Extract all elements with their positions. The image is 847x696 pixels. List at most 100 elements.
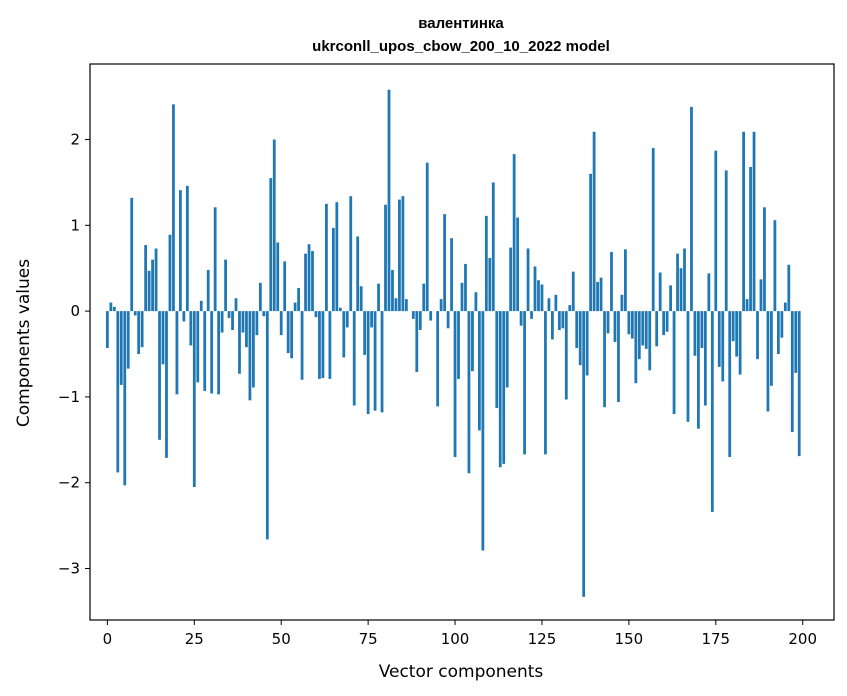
bar-177 — [721, 311, 725, 382]
bar-42 — [252, 311, 255, 388]
bar-129 — [554, 294, 558, 312]
bar-46 — [265, 311, 269, 540]
bar-51 — [283, 261, 287, 312]
bar-96 — [439, 299, 443, 312]
bar-143 — [603, 311, 606, 408]
bar-154 — [641, 311, 645, 346]
bar-16 — [161, 311, 165, 365]
bar-100 — [453, 311, 457, 457]
bar-174 — [710, 311, 714, 512]
bar-197 — [790, 311, 794, 433]
bar-86 — [404, 299, 408, 312]
y-tick-label: −2 — [58, 474, 80, 492]
bar-150 — [627, 311, 631, 335]
bar-53 — [290, 311, 294, 359]
bar-142 — [599, 277, 603, 312]
bar-0 — [105, 311, 109, 349]
bar-88 — [411, 311, 415, 319]
bar-66 — [335, 202, 339, 312]
bar-61 — [318, 311, 321, 379]
bar-158 — [655, 311, 659, 347]
bar-24 — [189, 311, 193, 346]
bar-60 — [314, 311, 318, 318]
bar-64 — [328, 311, 332, 379]
bar-70 — [349, 196, 353, 312]
x-axis-label: Vector components — [379, 662, 544, 682]
bar-137 — [582, 311, 586, 597]
bar-176 — [717, 311, 721, 367]
bar-57 — [304, 253, 307, 312]
bar-112 — [495, 311, 499, 409]
bar-48 — [272, 139, 276, 312]
x-tick-label: 50 — [272, 630, 291, 648]
bar-12 — [147, 270, 151, 312]
bar-168 — [690, 106, 693, 312]
bar-133 — [568, 305, 572, 312]
bar-40 — [245, 311, 248, 348]
bar-2 — [112, 306, 116, 312]
bar-26 — [196, 311, 200, 383]
bar-105 — [471, 311, 474, 372]
bar-139 — [589, 173, 593, 312]
bar-119 — [519, 311, 523, 326]
bar-120 — [523, 311, 526, 455]
bar-81 — [387, 89, 391, 312]
bar-102 — [460, 282, 464, 312]
bar-183 — [742, 131, 745, 312]
bar-78 — [377, 283, 380, 312]
bar-89 — [415, 311, 419, 373]
y-tick-label: −3 — [58, 560, 80, 578]
y-axis: −3 −2 −1 0 1 2 — [58, 131, 90, 578]
bar-136 — [578, 311, 582, 366]
bar-43 — [255, 311, 259, 336]
bar-33 — [220, 311, 224, 333]
bar-45 — [262, 311, 266, 317]
bar-132 — [564, 311, 568, 400]
bar-30 — [210, 311, 214, 394]
bar-107 — [477, 311, 481, 431]
bar-68 — [342, 311, 346, 358]
bar-18 — [168, 234, 172, 312]
bar-92 — [425, 162, 429, 312]
bar-27 — [199, 300, 203, 312]
bar-127 — [547, 298, 551, 312]
x-tick-label: 75 — [359, 630, 378, 648]
bar-41 — [248, 311, 252, 401]
x-tick-label: 0 — [103, 630, 113, 648]
bar-77 — [373, 311, 377, 411]
bar-185 — [749, 166, 752, 312]
x-tick-label: 100 — [441, 630, 470, 648]
bar-163 — [672, 311, 676, 415]
bar-85 — [401, 196, 405, 312]
bar-93 — [429, 311, 433, 321]
y-tick-label: 1 — [70, 216, 80, 234]
bar-109 — [484, 215, 488, 312]
bar-199 — [797, 311, 801, 457]
bar-91 — [422, 283, 426, 312]
bar-121 — [526, 248, 530, 312]
bar-138 — [585, 311, 589, 376]
bar-113 — [498, 311, 502, 468]
bar-162 — [669, 285, 672, 312]
bar-14 — [154, 248, 158, 312]
bar-8 — [133, 311, 137, 316]
bar-101 — [457, 311, 460, 379]
bars-group — [105, 89, 801, 597]
bar-35 — [227, 311, 231, 318]
bar-198 — [794, 311, 798, 373]
bar-169 — [693, 311, 697, 356]
bar-6 — [126, 311, 130, 369]
bar-56 — [300, 311, 304, 380]
bar-71 — [352, 311, 356, 406]
x-tick-label: 200 — [788, 630, 817, 648]
bar-25 — [192, 311, 196, 488]
bar-62 — [321, 311, 325, 379]
bar-134 — [571, 271, 575, 312]
x-tick-label: 175 — [701, 630, 730, 648]
bar-97 — [443, 214, 447, 312]
bar-47 — [269, 178, 273, 312]
bar-72 — [356, 236, 360, 312]
bar-52 — [286, 311, 290, 354]
bar-76 — [370, 311, 373, 328]
bar-180 — [731, 311, 735, 342]
